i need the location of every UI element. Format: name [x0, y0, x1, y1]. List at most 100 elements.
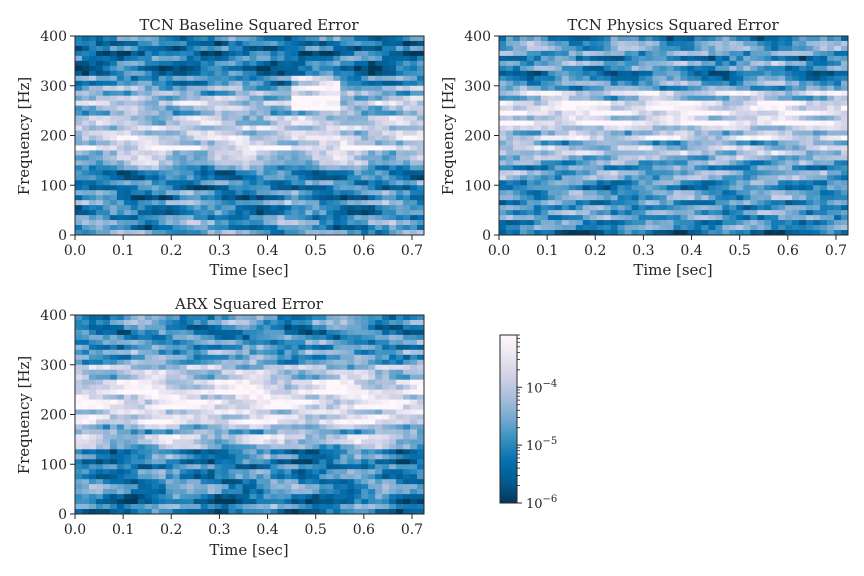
heatmap-cell	[694, 130, 702, 136]
heatmap-cell	[722, 170, 730, 176]
heatmap-cell	[340, 384, 348, 391]
heatmap-cell	[361, 175, 369, 181]
heatmap-cell	[249, 65, 257, 72]
heatmap-cell	[284, 369, 292, 376]
heatmap-cell	[617, 195, 626, 201]
heatmap-cell	[736, 110, 744, 117]
heatmap-cell	[568, 210, 577, 216]
heatmap-cell	[743, 120, 751, 126]
heatmap-cell	[729, 210, 737, 216]
heatmap-cell	[729, 190, 737, 196]
heatmap-cell	[354, 145, 362, 151]
heatmap-cell	[130, 339, 139, 346]
heatmap-cell	[158, 55, 167, 62]
heatmap-cell	[144, 45, 153, 52]
heatmap-cell	[165, 45, 174, 52]
heatmap-cell	[638, 200, 646, 206]
heatmap-cell	[743, 165, 751, 171]
heatmap-cell	[771, 60, 779, 67]
heatmap-cell	[298, 95, 306, 102]
heatmap-cell	[319, 210, 327, 216]
heatmap-cell	[771, 105, 779, 112]
heatmap-cell	[361, 190, 369, 196]
heatmap-cell	[368, 175, 376, 181]
heatmap-cell	[81, 50, 90, 57]
heatmap-cell	[736, 80, 744, 87]
heatmap-cell	[389, 230, 397, 236]
x-axis-label: Time [sec]	[209, 261, 288, 279]
heatmap-cell	[750, 130, 758, 136]
heatmap-cell	[305, 225, 313, 231]
heatmap-cell	[130, 205, 139, 211]
heatmap-cell	[505, 120, 514, 126]
heatmap-cell	[186, 120, 195, 126]
heatmap-cell	[193, 394, 202, 400]
heatmap-cell	[95, 404, 104, 410]
heatmap-cell	[813, 50, 821, 57]
heatmap-cell	[799, 75, 807, 82]
heatmap-cell	[235, 125, 243, 131]
heatmap-cell	[242, 344, 250, 351]
heatmap-cell	[540, 65, 549, 72]
heatmap-cell	[652, 180, 660, 186]
heatmap-cell	[624, 160, 633, 166]
heatmap-cell	[186, 125, 195, 131]
heatmap-cell	[277, 110, 285, 117]
heatmap-cell	[659, 130, 667, 136]
heatmap-cell	[834, 65, 842, 72]
heatmap-cell	[277, 125, 285, 131]
heatmap-cell	[368, 105, 376, 112]
heatmap-cell	[270, 185, 278, 191]
heatmap-cell	[144, 379, 153, 386]
heatmap-cell	[242, 220, 250, 226]
heatmap-cell	[757, 85, 765, 92]
heatmap-cell	[403, 50, 411, 57]
heatmap-cell	[242, 329, 250, 336]
heatmap-cell	[389, 100, 397, 107]
heatmap-cell	[354, 115, 362, 121]
heatmap-cell	[214, 55, 222, 62]
heatmap-cell	[172, 150, 181, 156]
heatmap-cell	[228, 220, 236, 226]
heatmap-cell	[298, 339, 306, 346]
heatmap-cell	[326, 384, 334, 391]
heatmap-cell	[638, 85, 646, 92]
heatmap-cell	[347, 80, 355, 87]
heatmap-cell	[382, 200, 390, 206]
heatmap-cell	[610, 85, 619, 92]
heatmap-cell	[165, 354, 174, 361]
heatmap-cell	[799, 65, 807, 72]
heatmap-cell	[813, 230, 821, 236]
heatmap-cell	[144, 145, 153, 151]
heatmap-cell	[743, 230, 751, 236]
heatmap-cell	[109, 205, 118, 211]
heatmap-cell	[130, 100, 139, 107]
heatmap-cell	[186, 324, 195, 331]
heatmap-cell	[75, 374, 83, 381]
heatmap-cell	[298, 354, 306, 361]
heatmap-cell	[368, 354, 376, 361]
heatmap-cell	[410, 50, 418, 57]
heatmap-cell	[368, 170, 376, 176]
heatmap-cell	[540, 50, 549, 57]
heatmap-cell	[722, 80, 730, 87]
heatmap-cell	[214, 160, 222, 166]
heatmap-cell	[354, 150, 362, 156]
heatmap-cell	[263, 339, 271, 346]
heatmap-cell	[750, 190, 758, 196]
heatmap-cell	[382, 100, 390, 107]
heatmap-cell	[396, 185, 404, 191]
heatmap-cell	[130, 404, 139, 410]
heatmap-cell	[221, 374, 229, 381]
heatmap-cell	[102, 135, 111, 141]
heatmap-cell	[256, 334, 264, 341]
heatmap-cell	[382, 324, 390, 331]
heatmap-cell	[743, 105, 751, 112]
heatmap-cell	[319, 394, 327, 400]
heatmap-cell	[687, 145, 695, 151]
heatmap-cell	[799, 200, 807, 206]
heatmap-cell	[666, 210, 674, 216]
heatmap-cell	[95, 369, 104, 376]
heatmap-cell	[813, 210, 821, 216]
